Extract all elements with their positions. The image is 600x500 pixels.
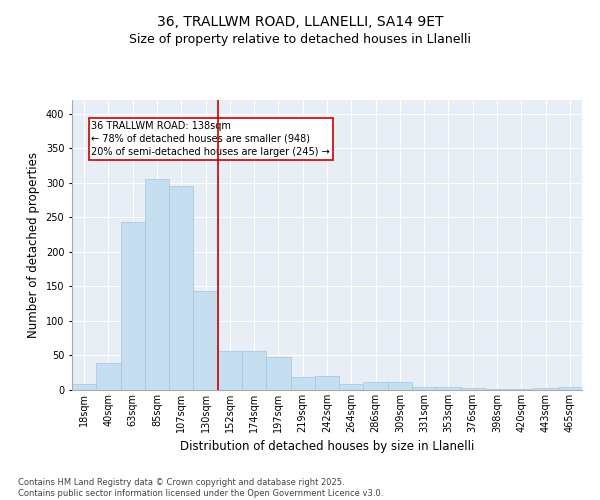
Bar xyxy=(412,386,436,390)
Bar xyxy=(218,350,242,390)
Text: Contains HM Land Registry data © Crown copyright and database right 2025.
Contai: Contains HM Land Registry data © Crown c… xyxy=(18,478,383,498)
Text: 36 TRALLWM ROAD: 138sqm
← 78% of detached houses are smaller (948)
20% of semi-d: 36 TRALLWM ROAD: 138sqm ← 78% of detache… xyxy=(91,120,330,157)
Bar xyxy=(169,186,193,390)
Bar xyxy=(266,357,290,390)
Bar xyxy=(121,222,145,390)
Bar xyxy=(145,178,169,390)
Bar xyxy=(533,388,558,390)
Bar xyxy=(72,384,96,390)
Bar xyxy=(436,387,461,390)
Bar xyxy=(339,384,364,390)
Bar xyxy=(96,363,121,390)
Bar xyxy=(290,377,315,390)
Bar xyxy=(485,388,509,390)
Y-axis label: Number of detached properties: Number of detached properties xyxy=(27,152,40,338)
Bar xyxy=(388,382,412,390)
Bar xyxy=(242,352,266,390)
Bar xyxy=(315,376,339,390)
Bar xyxy=(461,388,485,390)
Bar xyxy=(193,290,218,390)
Bar xyxy=(364,382,388,390)
Bar xyxy=(558,387,582,390)
Text: Size of property relative to detached houses in Llanelli: Size of property relative to detached ho… xyxy=(129,32,471,46)
Text: 36, TRALLWM ROAD, LLANELLI, SA14 9ET: 36, TRALLWM ROAD, LLANELLI, SA14 9ET xyxy=(157,15,443,29)
X-axis label: Distribution of detached houses by size in Llanelli: Distribution of detached houses by size … xyxy=(180,440,474,454)
